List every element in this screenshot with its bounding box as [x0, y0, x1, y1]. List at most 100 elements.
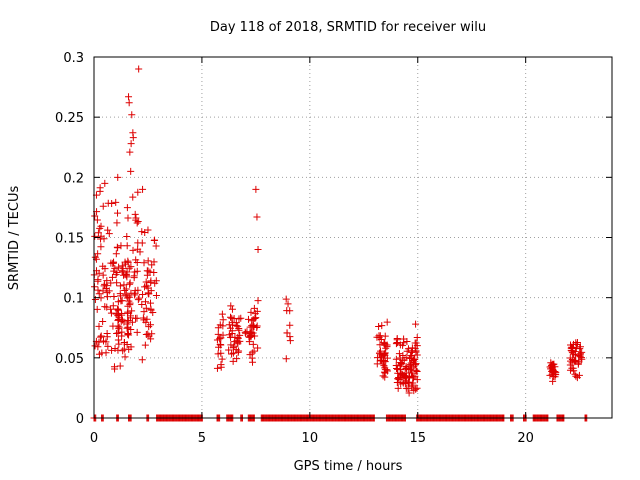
data-point [254, 246, 262, 254]
data-point [116, 282, 124, 290]
data-point [141, 298, 149, 306]
data-point [123, 320, 131, 328]
data-point [124, 330, 132, 338]
data-point [95, 322, 103, 330]
data-point [123, 292, 131, 300]
data-point [124, 302, 132, 310]
data-point [124, 214, 132, 222]
data-point [152, 242, 160, 250]
data-point [123, 242, 131, 250]
data-point [380, 356, 388, 364]
data-point [152, 291, 160, 299]
data-point [125, 264, 133, 272]
data-point [219, 316, 227, 324]
data-point [575, 352, 583, 360]
data-point [392, 340, 400, 348]
data-point [571, 358, 579, 366]
data-point [114, 336, 122, 344]
y-tick-label: 0.1 [63, 292, 84, 307]
y-axis-label: SRMTID / TECUs [7, 186, 22, 291]
data-point [122, 285, 130, 293]
data-point [251, 310, 259, 318]
data-point [121, 287, 129, 295]
data-point [109, 259, 117, 267]
data-point [570, 350, 578, 358]
data-point [572, 357, 580, 365]
data-point [249, 340, 257, 348]
data-point [94, 286, 102, 294]
data-point [119, 347, 127, 355]
data-point [401, 365, 409, 373]
data-point [253, 322, 261, 330]
data-point [237, 314, 245, 322]
data-point [147, 299, 155, 307]
data-point [254, 297, 262, 305]
data-point [126, 279, 134, 287]
data-point [249, 358, 257, 366]
data-point [138, 228, 146, 236]
data-point [141, 228, 149, 236]
data-point [549, 377, 557, 385]
x-axis-label: GPS time / hours [294, 459, 403, 474]
data-point [122, 291, 130, 299]
data-point [394, 384, 402, 392]
data-point [227, 302, 235, 310]
data-point [113, 219, 121, 227]
data-point [97, 235, 105, 243]
data-point [397, 370, 405, 378]
data-point [128, 318, 136, 326]
data-point [91, 342, 99, 350]
data-point [395, 350, 403, 358]
data-point [405, 366, 413, 374]
data-points [90, 65, 591, 422]
data-point [93, 216, 101, 224]
data-point [124, 329, 132, 337]
data-point [409, 379, 417, 387]
data-point [572, 372, 580, 380]
data-point [216, 335, 224, 343]
data-point [111, 264, 119, 272]
data-point [139, 185, 147, 193]
data-point [119, 265, 127, 273]
data-point [382, 344, 390, 352]
data-point [116, 362, 124, 370]
data-point [235, 326, 243, 334]
data-point [549, 361, 557, 369]
data-point [138, 239, 146, 247]
data-point [249, 323, 257, 331]
data-point [547, 365, 555, 373]
data-point [151, 236, 159, 244]
data-point [568, 343, 576, 351]
x-tick-label: 10 [302, 431, 319, 446]
data-point [129, 134, 137, 142]
data-point [253, 213, 261, 221]
data-point [227, 341, 235, 349]
data-point [131, 287, 139, 295]
data-point [139, 291, 147, 299]
data-point [392, 355, 400, 363]
data-point [103, 289, 111, 297]
data-point [404, 378, 412, 386]
data-point [404, 345, 412, 353]
data-point [143, 271, 151, 279]
data-point [111, 344, 119, 352]
data-point [225, 346, 233, 354]
data-point [412, 320, 420, 328]
data-point [233, 355, 241, 363]
data-point [105, 230, 113, 238]
data-point [286, 321, 294, 329]
data-point [140, 259, 148, 267]
data-point [144, 330, 152, 338]
data-point [244, 315, 252, 323]
data-point [381, 366, 389, 374]
data-point [108, 273, 116, 281]
data-point [229, 357, 237, 365]
data-point [120, 281, 128, 289]
data-point [381, 351, 389, 359]
data-point [566, 366, 574, 374]
data-point [113, 279, 121, 287]
data-point [218, 310, 226, 318]
data-point [286, 337, 294, 345]
data-point [138, 356, 146, 364]
